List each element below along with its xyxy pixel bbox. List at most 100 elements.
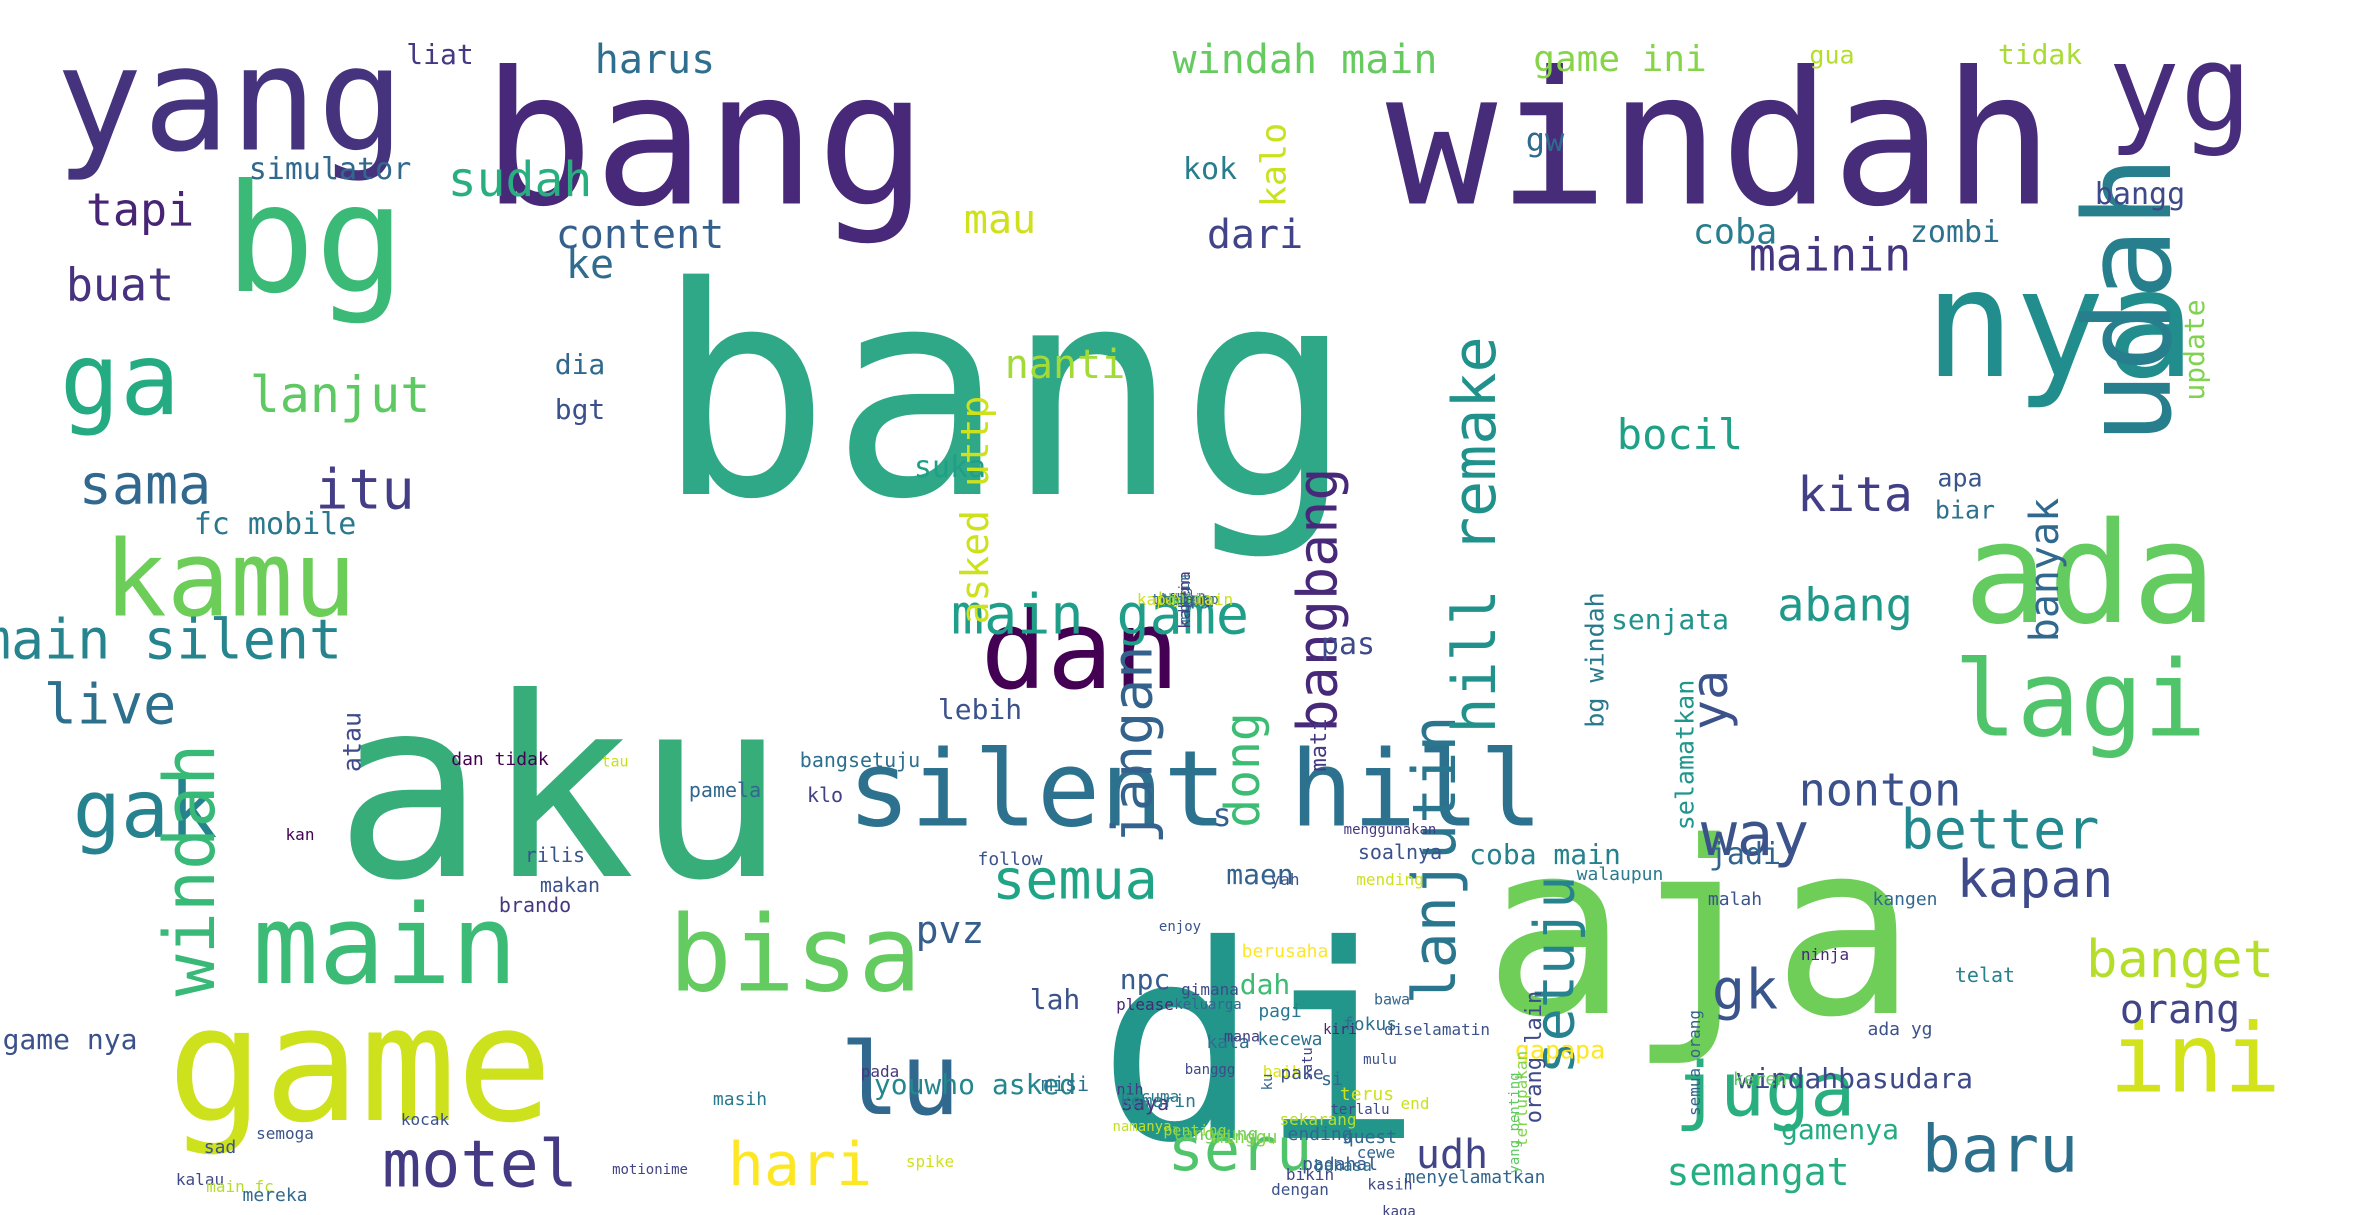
word-kah: kah bbox=[1172, 592, 1198, 608]
word-penting: penting bbox=[1163, 1121, 1227, 1140]
word-main-game: main game bbox=[950, 582, 1250, 647]
word-game-nya: game nya bbox=[2, 1023, 138, 1056]
word-s: s bbox=[1212, 796, 1232, 834]
word-kalo: kalo bbox=[1254, 122, 1295, 208]
word-game-ini: game ini bbox=[1533, 39, 1707, 80]
word-gw: gw bbox=[1525, 121, 1565, 159]
word-windah: windah bbox=[1385, 31, 2055, 248]
word-banget: banget bbox=[2086, 930, 2274, 990]
word-semua: semua bbox=[992, 847, 1158, 912]
word-live: live bbox=[43, 672, 177, 737]
word-youwho-asked: youwho asked bbox=[873, 1068, 1077, 1101]
word-mau: mau bbox=[963, 197, 1037, 243]
word-belum: belum bbox=[1160, 590, 1210, 609]
word-baru: baru bbox=[1921, 1112, 2079, 1188]
word-berusaha: berusaha bbox=[1241, 941, 1329, 962]
word-kapan-main: kapan main bbox=[1136, 590, 1234, 609]
word-bang: bang bbox=[655, 226, 1355, 563]
word-diselamatin: diselamatin bbox=[1384, 1020, 1490, 1039]
word-npc: npc bbox=[1119, 963, 1171, 996]
word-fokus: fokus bbox=[1342, 1014, 1398, 1035]
word-main: main bbox=[252, 881, 518, 1009]
word-maen: maen bbox=[1226, 858, 1294, 891]
word-buat: buat bbox=[65, 258, 175, 312]
word-dulu: dulu bbox=[1168, 592, 1202, 608]
word-telat: telat bbox=[1954, 963, 2016, 987]
word-coba-main: coba main bbox=[1469, 838, 1621, 871]
word-kaga: kaga bbox=[1382, 1204, 1416, 1215]
word-gak: gak bbox=[72, 763, 218, 856]
word-simulator: simulator bbox=[248, 152, 412, 187]
word-ke: ke bbox=[565, 242, 615, 288]
word-misi: misi bbox=[1040, 1072, 1090, 1096]
word-atau: atau bbox=[337, 711, 367, 773]
word-lagi: lagi bbox=[1953, 638, 2207, 761]
word-windahbasudara: windahbasudara bbox=[1736, 1062, 1974, 1095]
word-walaupun: walaupun bbox=[1576, 864, 1664, 885]
word-saya: saya bbox=[1120, 1091, 1170, 1115]
word-bocil: bocil bbox=[1616, 410, 1744, 459]
word-bawa: bawa bbox=[1373, 990, 1411, 1009]
word-semangat: semangat bbox=[1666, 1150, 1850, 1194]
word-kiri: kiri bbox=[1323, 1022, 1357, 1038]
word-way: way bbox=[1700, 800, 1810, 870]
word-abang: abang bbox=[1777, 578, 1913, 632]
word-juga: juga bbox=[1674, 1045, 1856, 1134]
word-gua: gua bbox=[1809, 40, 1855, 70]
word-lanjut: lanjut bbox=[249, 366, 431, 424]
word-rilis: rilis bbox=[524, 843, 586, 867]
word-ulang: ulang bbox=[1160, 590, 1210, 609]
word-pada: pada bbox=[860, 1062, 900, 1081]
word-bang: bang bbox=[482, 31, 928, 248]
word-sudah: sudah bbox=[447, 152, 593, 208]
word-mulu: mulu bbox=[1363, 1052, 1397, 1068]
word-hill-remake: hill remake bbox=[1440, 336, 1510, 734]
word-lu: lu bbox=[839, 1021, 961, 1138]
word-zombi: zombi bbox=[1909, 215, 2001, 250]
word-tapi: tapi bbox=[85, 183, 195, 237]
word-udh: udh bbox=[1415, 1132, 1489, 1178]
word-mending: mending bbox=[1356, 870, 1424, 889]
word-brando: brando bbox=[498, 893, 572, 917]
word-ninja: ninja bbox=[1800, 945, 1850, 964]
word-kata: kata bbox=[1206, 1032, 1250, 1053]
word-apa: apa bbox=[1937, 463, 1983, 493]
word-pake: pake bbox=[1280, 1063, 1324, 1084]
word-kasih: kasih bbox=[1367, 1175, 1413, 1194]
word-ku: ku bbox=[1260, 1073, 1276, 1091]
word-terlalu: terlalu bbox=[1330, 1102, 1390, 1118]
word-kocak: kocak bbox=[400, 1110, 450, 1129]
word-selamatkan: selamatkan bbox=[1670, 679, 1700, 831]
word-dia: dia bbox=[554, 348, 606, 381]
word-yang-penting: yang penting bbox=[1507, 1072, 1523, 1174]
word-game: game bbox=[167, 971, 553, 1158]
word-sampe: sampe bbox=[1157, 589, 1213, 610]
word-bisa: bisa bbox=[668, 893, 922, 1016]
word-masih: masih bbox=[712, 1089, 768, 1110]
word-semua-orang: semua orang bbox=[1685, 1010, 1704, 1116]
word-follow: follow bbox=[977, 849, 1043, 870]
word-hati: hati bbox=[1168, 592, 1202, 608]
word-malah: malah bbox=[1707, 889, 1763, 910]
word-spike: spike bbox=[905, 1152, 955, 1171]
word-semoga: semoga bbox=[256, 1124, 314, 1143]
word-namanya: namanya bbox=[1112, 1119, 1172, 1135]
word-main-fc: main fc bbox=[206, 1177, 274, 1196]
word-sama: sama bbox=[78, 452, 212, 517]
word-tau: tau bbox=[601, 752, 629, 771]
word-suka: suka bbox=[913, 450, 987, 485]
word-kemarin: kemarin bbox=[1120, 1091, 1196, 1112]
word-di: di bbox=[1097, 887, 1423, 1202]
word-seru: seru bbox=[1167, 1115, 1313, 1185]
word-jam: jam bbox=[1172, 592, 1198, 608]
word-dari: dari bbox=[1206, 212, 1304, 258]
word-pagi: pagi bbox=[1258, 1001, 1302, 1022]
word-lah: lah bbox=[1029, 983, 1081, 1016]
word-kangen: kangen bbox=[1872, 889, 1938, 910]
word-ada: ada bbox=[1963, 493, 2217, 656]
word-mana: mana bbox=[1223, 1027, 1261, 1046]
word-keren: keren bbox=[1732, 1069, 1788, 1090]
word-padahal: padahal bbox=[1302, 1154, 1378, 1175]
word-pvz: pvz bbox=[915, 908, 985, 952]
